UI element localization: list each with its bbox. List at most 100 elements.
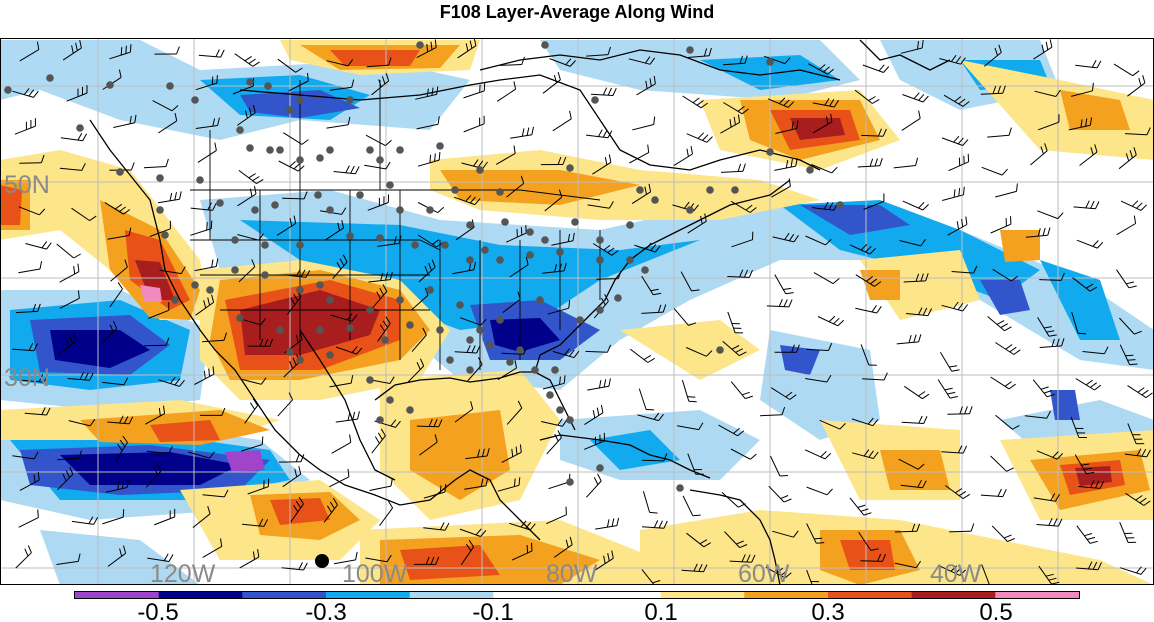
wind-barb (1073, 200, 1100, 210)
wind-barb (335, 346, 363, 355)
wind-barb (247, 478, 270, 495)
colorbar-tick: -0.5 (137, 599, 178, 622)
wind-barb (804, 449, 832, 460)
wind-barb (1033, 39, 1053, 60)
wind-barb (805, 235, 832, 246)
station-marker (236, 314, 244, 322)
station-marker (386, 181, 394, 189)
station-marker (466, 366, 474, 374)
wind-barb (731, 231, 754, 248)
wind-barb (1076, 561, 1102, 571)
wind-barb (197, 142, 217, 163)
wind-barb (1071, 82, 1094, 97)
wind-barb (772, 530, 799, 538)
wind-barb (416, 116, 440, 130)
station-marker (271, 201, 279, 209)
wind-barb (195, 294, 215, 316)
station-marker (296, 96, 304, 104)
wind-barb (71, 516, 99, 525)
station-marker (806, 166, 814, 174)
station-marker (766, 148, 774, 156)
wind-barb (937, 379, 958, 399)
wind-barb (980, 488, 1007, 498)
wind-barb (682, 95, 708, 109)
wind-barb (102, 509, 125, 525)
wind-barbs (12, 38, 1153, 585)
wind-barb (25, 241, 52, 250)
station-marker (196, 176, 204, 184)
wind-barb (812, 113, 833, 134)
wind-barb (326, 116, 351, 129)
wind-barb (939, 565, 966, 576)
wind-barb (1125, 492, 1151, 506)
wind-barb (1124, 127, 1151, 136)
wind-barb (59, 163, 86, 171)
wind-barb (323, 497, 338, 523)
wind-barb (642, 491, 658, 514)
wind-barb (496, 81, 517, 102)
lon-label-100w: 100W (342, 560, 408, 588)
colorbar-frame (74, 591, 1080, 599)
wind-barb (109, 44, 132, 60)
wind-barb (288, 72, 309, 92)
station-marker (836, 201, 844, 209)
station-marker (651, 196, 659, 204)
wind-barb (730, 200, 757, 213)
station-marker (536, 296, 544, 304)
wind-barb (149, 220, 171, 237)
wind-barb (547, 300, 571, 315)
wind-barb (981, 166, 1008, 176)
wind-barb (1070, 416, 1087, 438)
wind-barb (511, 542, 533, 561)
wind-barb (860, 553, 887, 562)
station-marker (566, 164, 574, 172)
station-marker (346, 324, 354, 332)
station-marker (261, 271, 269, 279)
wind-barb (542, 375, 566, 390)
station-marker (596, 236, 604, 244)
wind-barb (540, 418, 568, 427)
wind-barb (980, 85, 1006, 95)
wind-barb (22, 374, 48, 383)
wind-barb (1039, 272, 1065, 281)
station-marker (641, 266, 649, 274)
station-marker (216, 199, 224, 207)
wind-barb (586, 129, 613, 139)
station-marker (501, 218, 509, 226)
wind-barb (596, 270, 622, 280)
station-marker (426, 286, 434, 294)
wind-barb (463, 82, 486, 99)
wind-barb (58, 333, 77, 355)
wind-barb (12, 88, 39, 98)
wind-barb (419, 434, 438, 456)
lat-label-50n: 50N (4, 171, 50, 199)
station-marker (326, 351, 334, 359)
wind-barb (282, 191, 308, 200)
wind-barb (371, 428, 386, 454)
lon-label-80w: 80W (546, 560, 598, 588)
wind-barb (107, 545, 127, 567)
station-marker (686, 206, 694, 214)
station-marker (541, 41, 549, 49)
station-marker (441, 241, 449, 249)
wind-barb (894, 560, 922, 569)
wind-barb (764, 55, 791, 65)
station-marker (526, 228, 534, 236)
station-marker (706, 186, 714, 194)
wind-barb (505, 225, 527, 243)
station-marker (396, 206, 404, 214)
wind-barb (636, 75, 656, 96)
wind-barb (18, 261, 43, 274)
wind-barb (333, 551, 358, 565)
station-marker (411, 241, 419, 249)
wind-barb (59, 290, 80, 309)
station-marker (4, 86, 12, 94)
wind-barb (145, 463, 162, 488)
station-marker (206, 286, 214, 294)
wind-barb (369, 478, 393, 491)
station-marker (246, 144, 254, 152)
station-marker (766, 58, 774, 66)
wind-barb (237, 104, 256, 126)
wind-barb (687, 47, 712, 58)
wind-barb (282, 466, 302, 488)
